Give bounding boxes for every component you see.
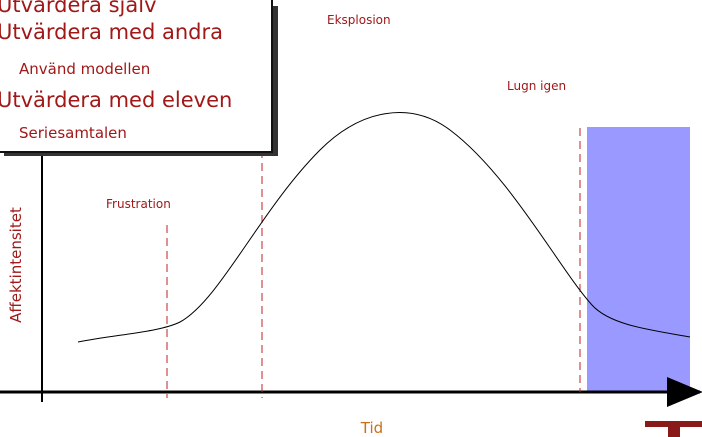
text-box [0,0,273,153]
box-line: Använd modellen [19,60,150,78]
x-axis-label: Tid [360,419,383,437]
phase-label: Frustration [106,197,171,211]
phase-label: Eksplosion [327,13,391,27]
logo [645,421,702,437]
box-line: Utvärdera med andra [0,20,223,44]
box-line: Utvärdera själv [0,0,157,17]
y-axis-label: Affektintensitet [7,207,25,323]
phase-label: Lugn igen [507,79,566,93]
intensity-curve [77,112,691,343]
calm-zone [587,127,690,392]
box-line: Seriesamtalen [19,124,127,142]
box-line: Utvärdera med eleven [0,88,232,112]
